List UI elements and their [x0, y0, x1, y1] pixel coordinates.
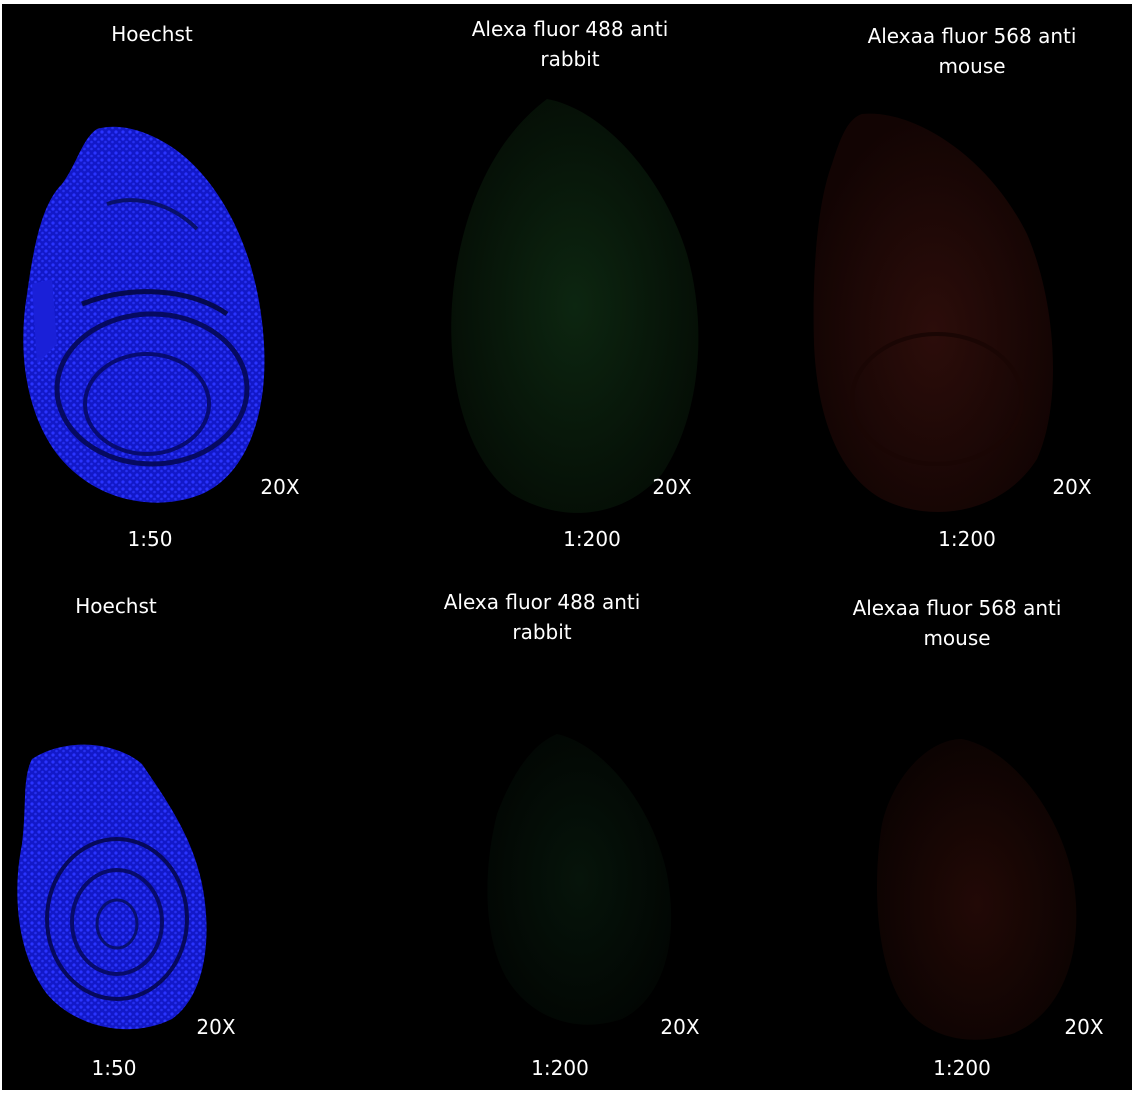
hoechst-tissue-top: [23, 126, 265, 503]
tissue-images: [17, 99, 1077, 1040]
panel-6-stain-label-line2: mouse: [923, 626, 991, 650]
panel-2-dilution: 1:200: [563, 527, 621, 551]
red-tissue-top: [813, 113, 1054, 512]
panel-3-stain-label-line2: mouse: [938, 54, 1006, 78]
panel-4-dilution: 1:50: [91, 1056, 137, 1080]
hoechst-tissue-bottom: [17, 744, 207, 1030]
panel-2-stain-label: Alexa fluor 488 anti: [471, 17, 669, 41]
panel-1-stain-label: Hoechst: [111, 22, 193, 46]
panel-5-magnification: 20X: [660, 1015, 700, 1039]
red-tissue-bottom: [877, 739, 1077, 1040]
panel-5-dilution: 1:200: [531, 1056, 589, 1080]
panel-4-stain-label: Hoechst: [75, 594, 157, 618]
panel-3-dilution: 1:200: [938, 527, 996, 551]
panel-6-stain-label: Alexaa fluor 568 anti: [852, 596, 1062, 620]
panel-1-magnification: 20X: [260, 475, 300, 499]
panel-2-stain-label-line2: rabbit: [540, 47, 600, 71]
panel-1-dilution: 1:50: [127, 527, 173, 551]
panel-6-dilution: 1:200: [933, 1056, 991, 1080]
panel-2-magnification: 20X: [652, 475, 692, 499]
panel-4-magnification: 20X: [196, 1015, 236, 1039]
panel-3-stain-label: Alexaa fluor 568 anti: [867, 24, 1077, 48]
panel-5-stain-label-line2: rabbit: [512, 620, 572, 644]
green-tissue-top: [451, 99, 699, 513]
microscopy-figure: Hoechst 20X 1:50 Alexa fluor 488 anti ra…: [2, 4, 1132, 1090]
panel-3-magnification: 20X: [1052, 475, 1092, 499]
panel-6-magnification: 20X: [1064, 1015, 1104, 1039]
green-tissue-bottom: [487, 734, 672, 1025]
panel-5-stain-label: Alexa fluor 488 anti: [443, 590, 641, 614]
